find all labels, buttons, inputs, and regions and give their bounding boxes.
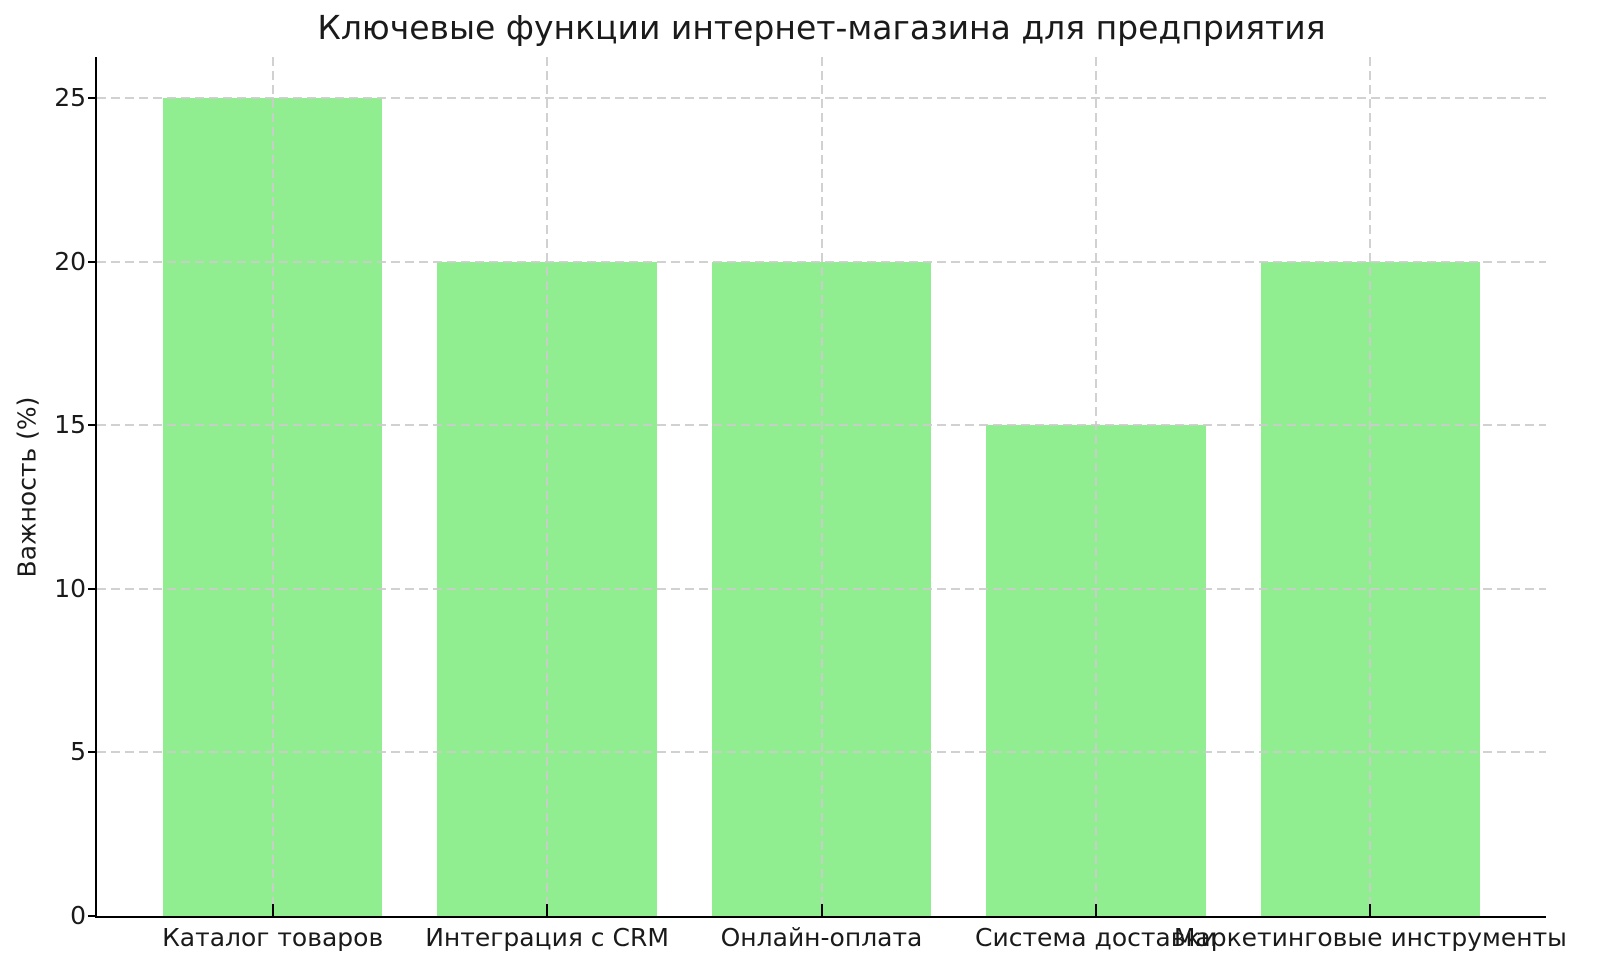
x-gridline-3	[1094, 57, 1097, 916]
x-gridline-2	[820, 57, 823, 916]
y-tick-0	[88, 915, 95, 917]
x-gridline-0	[271, 57, 274, 916]
y-tick-10	[88, 587, 95, 590]
y-tick-25	[88, 96, 95, 99]
y-tick-label-5: 5	[70, 737, 86, 767]
chart-title: Ключевые функции интернет-магазина для п…	[317, 8, 1326, 47]
y-tick-15	[88, 424, 95, 427]
x-tick-label-4: Маркетинговые инструменты	[1173, 923, 1567, 952]
y-tick-label-15: 15	[54, 410, 86, 440]
y-tick-label-0: 0	[70, 901, 86, 930]
x-tick-label-3: Система доставки	[975, 923, 1217, 952]
x-tick-2	[820, 904, 823, 916]
x-gridline-1	[546, 57, 549, 916]
x-axis-spine	[95, 916, 1546, 918]
y-tick-20	[88, 260, 95, 263]
x-tick-1	[546, 904, 549, 916]
y-tick-label-25: 25	[54, 82, 86, 112]
y-tick-label-20: 20	[54, 246, 86, 276]
x-tick-4	[1369, 904, 1372, 916]
x-tick-label-0: Каталог товаров	[162, 923, 384, 952]
x-tick-label-1: Интеграция с CRM	[425, 923, 669, 952]
x-tick-0	[271, 904, 274, 916]
x-tick-3	[1094, 904, 1097, 916]
x-tick-label-2: Онлайн-оплата	[720, 923, 923, 952]
y-axis-spine	[95, 57, 97, 918]
x-gridline-4	[1369, 57, 1372, 916]
y-tick-label-10: 10	[54, 573, 86, 603]
y-tick-5	[88, 751, 95, 754]
